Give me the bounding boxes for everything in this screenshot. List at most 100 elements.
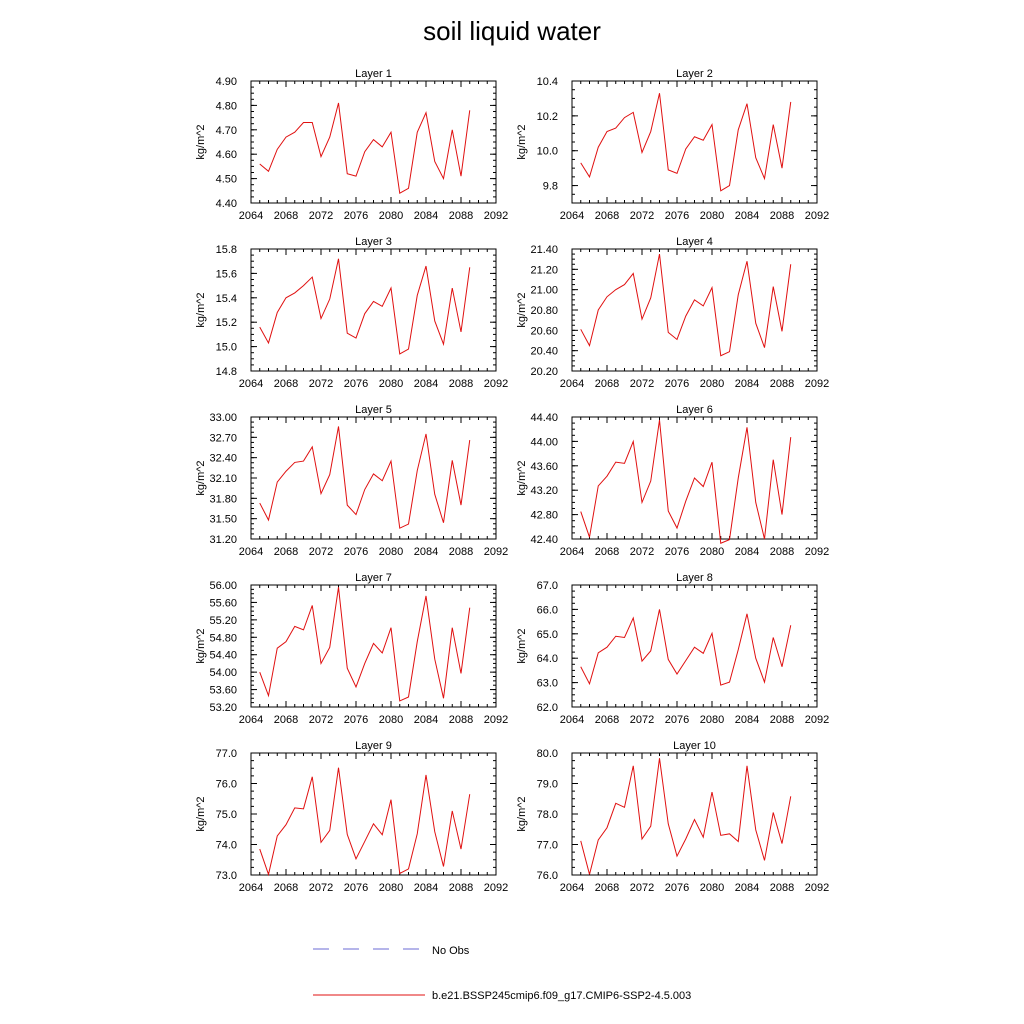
y-tick-label: 54.40: [209, 650, 237, 662]
y-axis-label: kg/m^2: [195, 796, 207, 831]
y-tick-label: 54.00: [209, 667, 237, 679]
x-tick-label: 2092: [484, 714, 508, 726]
y-tick-label: 76.0: [537, 870, 558, 882]
x-tick-label: 2084: [414, 714, 438, 726]
y-tick-label: 62.0: [537, 702, 558, 714]
plot-frame: [250, 248, 497, 372]
x-tick-label: 2076: [344, 714, 368, 726]
y-tick-label: 44.40: [530, 412, 558, 424]
y-tick-label: 15.4: [216, 293, 237, 305]
y-tick-label: 15.6: [216, 268, 237, 280]
y-tick-label: 65.0: [537, 629, 558, 641]
x-tick-label: 2092: [484, 378, 508, 390]
y-tick-label: 53.20: [209, 702, 237, 714]
series-line: [259, 426, 471, 529]
series-line: [259, 102, 471, 195]
series-line: [580, 758, 792, 875]
y-axis-label: kg/m^2: [195, 628, 207, 663]
x-tick-label: 2092: [805, 210, 829, 222]
y-tick-label: 63.0: [537, 678, 558, 690]
y-tick-label: 66.0: [537, 604, 558, 616]
y-tick-label: 54.80: [209, 632, 237, 644]
series-line: [580, 93, 792, 192]
x-tick-label: 2072: [630, 714, 654, 726]
x-tick-label: 2092: [805, 882, 829, 894]
x-tick-label: 2080: [379, 882, 403, 894]
panel-title: Layer 5: [355, 404, 392, 416]
chart-panel: Layer 1 kg/m^2 2064 2068 2072 2076 2080 2084 208…: [195, 68, 508, 222]
x-tick-label: 2080: [700, 546, 724, 558]
x-tick-label: 2084: [414, 546, 438, 558]
y-tick-label: 32.40: [209, 453, 237, 465]
series-line: [580, 609, 792, 686]
x-tick-label: 2064: [560, 378, 584, 390]
x-tick-label: 2076: [344, 210, 368, 222]
panel-title: Layer 2: [676, 68, 713, 80]
x-tick-label: 2076: [665, 210, 689, 222]
x-tick-label: 2092: [805, 546, 829, 558]
series-line: [259, 587, 471, 702]
y-tick-label: 32.70: [209, 432, 237, 444]
x-tick-label: 2080: [700, 714, 724, 726]
x-tick-label: 2072: [309, 210, 333, 222]
x-tick-label: 2088: [770, 882, 794, 894]
plot-frame: [571, 752, 818, 876]
x-tick-label: 2088: [770, 210, 794, 222]
plot-frame: [250, 752, 497, 876]
y-tick-label: 14.8: [216, 366, 237, 378]
y-tick-label: 77.0: [537, 840, 558, 852]
y-axis-label: kg/m^2: [195, 124, 207, 159]
series-line: [580, 419, 792, 544]
chart-grid: Layer 1 kg/m^2 2064 2068 2072 2076 2080 2084 208…: [195, 68, 829, 894]
y-tick-label: 31.80: [209, 493, 237, 505]
y-tick-label: 67.0: [537, 580, 558, 592]
x-tick-label: 2076: [665, 546, 689, 558]
x-tick-label: 2072: [309, 882, 333, 894]
y-tick-label: 77.0: [216, 748, 237, 760]
y-tick-label: 75.0: [216, 809, 237, 821]
series-line: [259, 767, 471, 877]
y-tick-label: 4.70: [216, 125, 237, 137]
chart-panel: Layer 5 kg/m^2 2064 2068 2072 2076 2080 2084 208…: [195, 404, 508, 558]
x-tick-label: 2068: [595, 714, 619, 726]
x-tick-label: 2072: [630, 210, 654, 222]
x-tick-label: 2084: [735, 378, 759, 390]
panel-title: Layer 1: [355, 68, 392, 80]
y-axis-label: kg/m^2: [516, 292, 528, 327]
y-tick-label: 10.2: [537, 111, 558, 123]
y-tick-label: 42.80: [530, 510, 558, 522]
x-tick-label: 2064: [239, 378, 263, 390]
x-tick-label: 2080: [379, 378, 403, 390]
x-tick-label: 2064: [560, 546, 584, 558]
legend: No Obs b.e21.BSSP245cmip6.f09_g17.CMIP6-…: [313, 945, 691, 1002]
x-tick-label: 2068: [274, 378, 298, 390]
x-tick-label: 2088: [770, 378, 794, 390]
x-tick-label: 2068: [274, 714, 298, 726]
y-tick-label: 44.00: [530, 436, 558, 448]
x-tick-label: 2064: [239, 714, 263, 726]
y-axis-label: kg/m^2: [195, 460, 207, 495]
y-tick-label: 21.20: [530, 264, 558, 276]
y-tick-label: 80.0: [537, 748, 558, 760]
x-tick-label: 2072: [630, 882, 654, 894]
x-tick-label: 2088: [449, 210, 473, 222]
x-tick-label: 2068: [595, 210, 619, 222]
chart-panel: Layer 9 kg/m^2 2064 2068 2072 2076 2080 2084 208…: [195, 740, 508, 894]
panel-title: Layer 8: [676, 572, 713, 584]
y-tick-label: 64.0: [537, 653, 558, 665]
x-tick-label: 2088: [770, 546, 794, 558]
x-tick-label: 2064: [560, 210, 584, 222]
x-tick-label: 2072: [309, 378, 333, 390]
x-tick-label: 2084: [735, 882, 759, 894]
plot-frame: [571, 248, 818, 372]
y-tick-label: 9.8: [543, 181, 558, 193]
x-tick-label: 2088: [449, 714, 473, 726]
panel-title: Layer 10: [673, 740, 716, 752]
x-tick-label: 2088: [449, 882, 473, 894]
chart-panel: Layer 4 kg/m^2 2064 2068 2072 2076 2080 2084 208…: [516, 236, 829, 390]
x-tick-label: 2092: [484, 546, 508, 558]
y-axis-label: kg/m^2: [516, 460, 528, 495]
y-tick-label: 55.60: [209, 597, 237, 609]
y-axis-label: kg/m^2: [195, 292, 207, 327]
y-tick-label: 4.40: [216, 198, 237, 210]
